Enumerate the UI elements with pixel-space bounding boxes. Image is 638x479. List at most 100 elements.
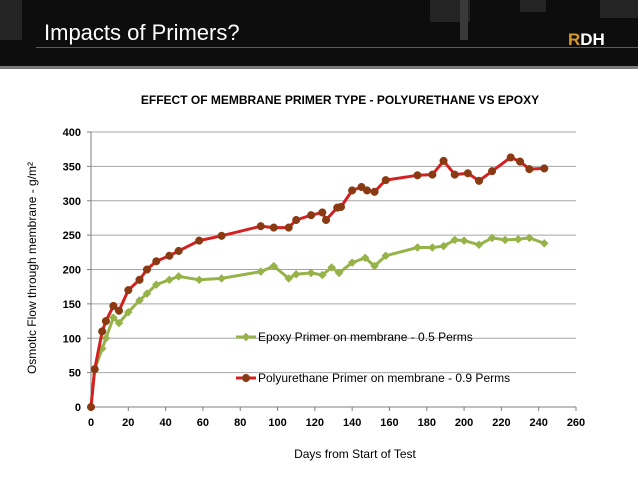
- data-point-epoxy: [284, 274, 294, 283]
- data-point-epoxy: [101, 333, 111, 343]
- data-point-polyurethane: [256, 222, 265, 231]
- slide-header: Impacts of Primers? RDH: [0, 0, 638, 66]
- data-point-polyurethane: [506, 153, 515, 162]
- data-point-polyurethane: [109, 301, 118, 310]
- data-point-polyurethane: [195, 236, 204, 245]
- x-tick-label: 160: [380, 417, 398, 429]
- data-point-polyurethane: [135, 275, 144, 284]
- data-point-epoxy: [269, 261, 279, 271]
- x-tick-label: 0: [88, 417, 94, 429]
- legend-swatch-marker: [241, 332, 251, 342]
- header-decoration: [600, 0, 638, 18]
- data-point-epoxy: [525, 233, 534, 243]
- data-point-polyurethane: [284, 223, 293, 232]
- data-point-polyurethane: [515, 157, 525, 166]
- chart-axes: 0 50 100 150 200 250 300 350 400 0 20 40 60 80 100 120 1…: [63, 127, 586, 429]
- data-point-polyurethane: [463, 169, 472, 178]
- data-point-epoxy: [439, 241, 448, 251]
- data-point-epoxy: [135, 296, 144, 305]
- data-point-polyurethane: [318, 208, 327, 217]
- data-point-epoxy: [291, 269, 301, 279]
- x-tick-label: 100: [268, 417, 286, 429]
- data-point-epoxy: [194, 275, 204, 285]
- y-axis-label: Osmotic Flow through membrane - g/m²: [25, 162, 39, 374]
- data-point-epoxy: [360, 253, 370, 263]
- chart-series-layer: [86, 153, 549, 412]
- data-point-epoxy: [381, 251, 391, 261]
- y-tick-label: 350: [63, 161, 81, 173]
- data-point-epoxy: [164, 275, 174, 285]
- series-polyurethane: [86, 153, 549, 412]
- data-point-epoxy: [217, 274, 226, 283]
- x-tick-label: 140: [343, 417, 361, 429]
- data-point-epoxy: [327, 263, 336, 272]
- data-point-epoxy: [474, 240, 484, 250]
- y-tick-label: 200: [63, 265, 81, 277]
- series-epoxy: [86, 233, 549, 412]
- data-point-epoxy: [428, 243, 437, 252]
- x-tick-label: 180: [418, 417, 436, 429]
- y-tick-label: 50: [69, 368, 81, 380]
- data-point-polyurethane: [165, 251, 174, 260]
- data-point-epoxy: [459, 236, 469, 245]
- data-point-epoxy: [450, 235, 460, 245]
- chart-grid: [91, 131, 576, 374]
- data-point-polyurethane: [101, 317, 110, 326]
- data-point-polyurethane: [217, 231, 226, 240]
- data-point-epoxy: [317, 270, 327, 280]
- data-point-epoxy: [256, 267, 266, 276]
- data-point-polyurethane: [474, 176, 484, 185]
- data-point-polyurethane: [348, 186, 357, 195]
- data-point-epoxy: [109, 313, 118, 322]
- data-point-polyurethane: [152, 257, 161, 266]
- data-point-epoxy: [413, 243, 422, 252]
- data-point-polyurethane: [488, 167, 497, 176]
- slide-title: Impacts of Primers?: [44, 20, 240, 45]
- y-tick-label: 100: [63, 333, 81, 345]
- data-point-epoxy: [174, 272, 184, 281]
- x-tick-label: 200: [455, 417, 473, 429]
- data-point-polyurethane: [439, 156, 448, 165]
- x-tick-label: 80: [234, 417, 246, 429]
- x-tick-label: 120: [306, 417, 324, 429]
- data-point-polyurethane: [450, 170, 459, 179]
- x-tick-label: 60: [197, 417, 209, 429]
- header-decoration: [520, 0, 546, 12]
- data-point-epoxy: [123, 307, 133, 317]
- logo-accent-letter: R: [568, 30, 581, 49]
- legend-item-epoxy: Epoxy Primer on membrane - 0.5 Perms: [236, 330, 473, 344]
- data-point-polyurethane: [124, 286, 133, 295]
- chart-legend: Epoxy Primer on membrane - 0.5 Perms Poly…: [236, 330, 510, 385]
- legend-label: Polyurethane Primer on membrane - 0.9 Pe…: [258, 371, 510, 385]
- y-tick-label: 250: [63, 230, 81, 242]
- y-tick-label: 150: [63, 299, 81, 311]
- data-point-epoxy: [151, 280, 161, 289]
- chart-title: EFFECT OF MEMBRANE PRIMER TYPE - POLYURE…: [141, 93, 539, 107]
- data-point-polyurethane: [321, 215, 331, 225]
- data-point-epoxy: [370, 261, 379, 271]
- company-logo: RDH: [568, 30, 605, 50]
- header-decoration: [460, 0, 468, 40]
- data-point-epoxy: [500, 235, 510, 245]
- logo-rest-letters: DH: [580, 30, 605, 49]
- data-point-polyurethane: [307, 211, 316, 220]
- x-tick-label: 260: [567, 417, 585, 429]
- data-point-epoxy: [487, 233, 497, 243]
- y-tick-label: 300: [63, 196, 81, 208]
- data-point-polyurethane: [86, 402, 96, 412]
- data-point-polyurethane: [428, 170, 437, 179]
- legend-item-polyurethane: Polyurethane Primer on membrane - 0.9 Pe…: [236, 371, 510, 385]
- data-point-epoxy: [114, 318, 124, 328]
- header-decoration: [0, 0, 22, 40]
- data-point-epoxy: [334, 268, 344, 278]
- x-tick-label: 220: [492, 417, 510, 429]
- data-point-epoxy: [539, 239, 549, 248]
- x-tick-label: 20: [122, 417, 134, 429]
- legend-label: Epoxy Primer on membrane - 0.5 Perms: [258, 330, 473, 344]
- y-tick-label: 0: [75, 402, 81, 414]
- data-point-polyurethane: [525, 165, 534, 174]
- legend-swatch-marker: [241, 373, 251, 383]
- header-rule: [36, 47, 638, 48]
- data-point-polyurethane: [142, 265, 152, 274]
